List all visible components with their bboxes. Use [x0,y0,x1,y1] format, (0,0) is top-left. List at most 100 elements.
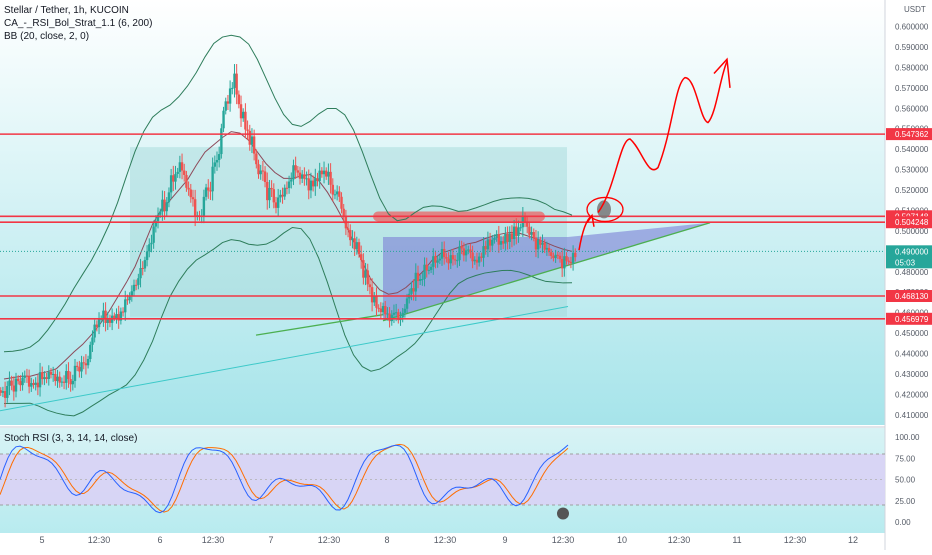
candle-body [388,313,391,322]
candle-body [187,187,190,190]
candle-body [235,73,238,95]
time-tick-label: 10 [617,535,627,545]
candle-body [571,252,575,264]
candle-body [126,299,129,301]
candle-body [213,162,217,167]
candle-body [517,227,520,236]
price-tick-label: 0.540000 [895,145,929,154]
candle-body [316,178,319,181]
candle-body [78,367,81,372]
price-tick-label: 0.560000 [895,104,929,113]
price-tick-label: 0.500000 [895,227,929,236]
candle-body [477,256,481,263]
projection-path [597,61,728,213]
candle-body [143,260,147,269]
candle-body [475,259,479,263]
price-tick-label: 0.570000 [895,84,929,93]
candle-body [320,170,324,175]
candle-body [301,174,304,179]
candle-body [401,312,404,318]
candle-body [536,240,540,250]
candle-body [154,221,158,227]
candle-body [276,197,280,208]
candle-body [405,298,409,309]
candle-body [285,187,289,189]
candle-body [526,222,529,227]
candle-body [159,211,162,215]
time-tick-label: 9 [502,535,507,545]
candle-body [246,129,249,131]
candle-body [451,255,455,260]
candle-body [279,194,282,198]
time-tick-label: 8 [384,535,389,545]
indicator-label-bb[interactable]: BB (20, close, 2, 0) [4,31,89,42]
candle-body [491,239,494,246]
candle-body [456,260,459,262]
candle-body [427,269,431,271]
candle-body [1,391,5,393]
candle-body [209,190,212,192]
candle-body [550,252,553,256]
candle-body [379,308,383,313]
candle-body [3,391,7,398]
price-tick-label: 0.600000 [895,23,929,32]
candle-body [69,379,72,385]
candle-body [73,365,77,381]
candle-body [207,187,210,191]
candle-body [368,284,372,288]
time-tick-label: 5 [39,535,44,545]
candle-body [543,242,546,250]
price-tick-label: 0.530000 [895,166,929,175]
price-tick-label: 0.440000 [895,349,929,358]
candle-body [335,191,339,195]
candle-body [47,371,50,380]
candle-body [137,278,140,285]
level-price-tag [886,290,932,303]
candle-body [574,252,577,258]
candle-body [445,256,448,259]
candle-body [486,239,490,250]
candle-body [150,242,153,245]
stoch-tick-label: 25.00 [895,497,916,506]
level-price-tag [886,128,932,141]
indicator-label-strategy[interactable]: CA_-_RSI_Bol_Strat_1.1 (6, 200) [4,18,152,29]
candle-body [556,254,559,256]
time-tick-label: 6 [157,535,162,545]
candle-body [244,111,247,130]
candle-body [386,313,389,315]
candle-body [565,256,568,261]
level-price-label: 0.504248 [895,218,929,227]
symbol-title[interactable]: Stellar / Tether, 1h, KUCOIN [4,5,129,16]
arrow-head-1 [586,213,595,227]
candle-body [255,153,258,165]
stoch-marker-dot [557,507,569,520]
candle-body [6,386,9,398]
annotation-drawings [578,57,731,251]
candle-body [373,295,376,303]
candle-body [480,256,483,258]
candle-body [25,375,29,377]
candle-body [65,371,68,383]
candle-body [54,373,57,382]
candle-body [139,268,142,279]
candle-body [215,159,219,163]
candle-body [41,372,44,380]
candle-body [19,381,22,386]
candle-body [563,256,566,269]
stoch-rsi-label[interactable]: Stoch RSI (3, 3, 14, 14, close) [4,433,137,444]
candle-body [501,241,505,244]
candle-body [12,385,16,392]
candle-body [366,270,369,285]
candle-body [506,234,509,242]
candle-body [231,87,234,89]
candle-body [27,376,31,387]
candle-body [178,162,182,172]
stoch-rsi-pane [0,443,885,520]
candle-body [462,248,466,256]
candle-body [156,214,160,222]
candle-body [224,101,227,111]
candle-body [325,170,328,177]
candle-body [390,314,393,322]
